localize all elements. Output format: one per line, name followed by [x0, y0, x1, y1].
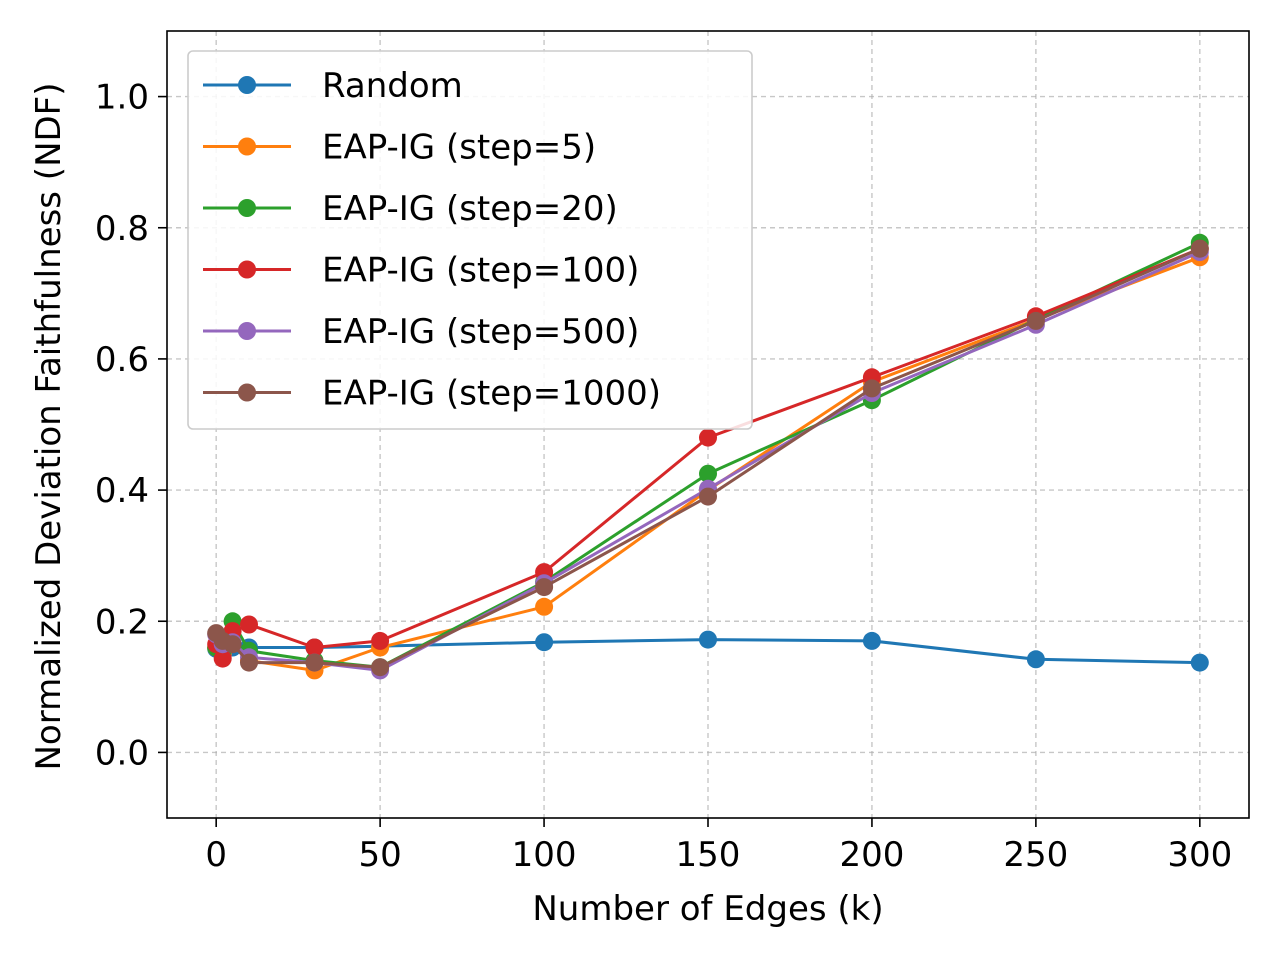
legend-item: EAP-IG (step=5): [203, 128, 596, 168]
x-tick-label: 150: [676, 835, 741, 875]
legend-item: Random: [203, 66, 463, 106]
data-point: [1190, 239, 1209, 258]
legend-marker: [238, 137, 256, 156]
data-point: [1026, 650, 1045, 669]
data-point: [1026, 311, 1045, 330]
y-tick-label: 0.6: [95, 340, 149, 380]
data-point: [699, 487, 717, 506]
x-axis-title: Number of Edges (k): [532, 889, 883, 929]
y-tick-label: 0.4: [95, 471, 149, 511]
legend: Random EAP-IG (step=5) EAP-IG (step=20) EAP…: [187, 50, 753, 430]
legend-marker: [238, 199, 256, 217]
data-point: [305, 638, 324, 657]
legend-label: EAP-IG (step=1000): [322, 374, 661, 414]
legend-marker: [238, 383, 256, 402]
x-tick-label: 200: [839, 835, 904, 875]
data-point: [535, 597, 554, 616]
legend-marker: [238, 322, 256, 340]
data-point: [223, 635, 242, 654]
data-point: [240, 653, 258, 672]
y-tick-label: 0.0: [95, 733, 149, 773]
ticks: 0 50 100 150 200 250 300 0.0 0.2 0.4 0.6 0.8 1.0: [95, 78, 1232, 875]
data-point: [371, 658, 390, 677]
x-tick-label: 0: [205, 835, 227, 875]
data-point: [305, 653, 324, 672]
data-point: [535, 578, 554, 597]
x-tick-label: 300: [1167, 835, 1232, 875]
legend-marker: [238, 76, 256, 94]
x-tick-label: 100: [512, 835, 577, 875]
legend-item: EAP-IG (step=1000): [203, 374, 661, 414]
data-point: [699, 464, 717, 483]
series-layer: [207, 233, 1209, 680]
legend-item: EAP-IG (step=20): [203, 189, 618, 229]
data-point: [862, 631, 881, 650]
legend-label: Random: [322, 66, 463, 106]
legend-marker: [238, 260, 256, 279]
legend-box: [187, 50, 753, 430]
x-tick-label: 50: [358, 835, 401, 875]
legend-item: EAP-IG (step=500): [203, 312, 639, 352]
legend-label: EAP-IG (step=20): [322, 189, 618, 229]
data-point: [535, 633, 554, 652]
legend-label: EAP-IG (step=500): [322, 312, 639, 352]
x-tick-label: 250: [1003, 835, 1068, 875]
data-point: [1190, 653, 1209, 672]
y-tick-label: 0.8: [95, 209, 149, 249]
data-point: [240, 615, 258, 634]
legend-label: EAP-IG (step=5): [322, 128, 596, 168]
legend-item: EAP-IG (step=100): [203, 251, 639, 291]
data-point: [699, 428, 717, 447]
data-point: [371, 631, 390, 650]
y-axis-title: Normalized Deviation Faithfulness (NDF): [29, 82, 69, 770]
y-tick-label: 1.0: [95, 78, 149, 118]
legend-label: EAP-IG (step=100): [322, 251, 639, 291]
data-point: [699, 630, 717, 649]
data-point: [213, 649, 232, 668]
series-5: [207, 239, 1209, 677]
data-point: [862, 379, 881, 398]
y-tick-label: 0.2: [95, 602, 149, 642]
